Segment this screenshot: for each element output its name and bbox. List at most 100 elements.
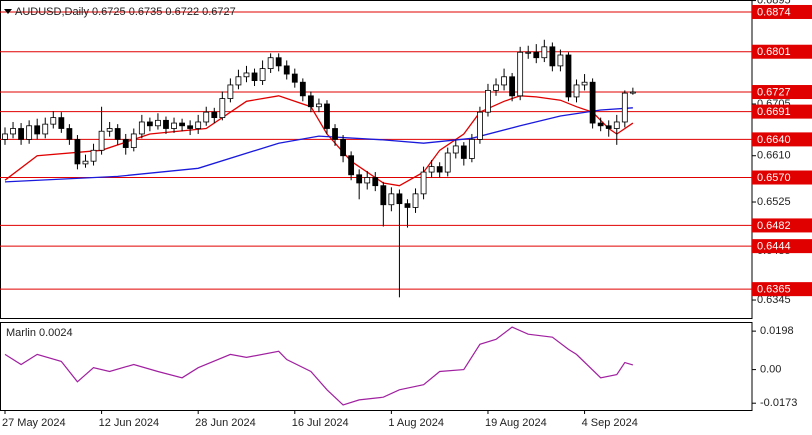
candle-body bbox=[74, 138, 81, 165]
candle-body bbox=[372, 177, 379, 187]
level-label: 0.6570 bbox=[757, 172, 791, 184]
candle-body bbox=[340, 138, 346, 157]
level-label: 0.6801 bbox=[757, 46, 791, 58]
candle-body bbox=[98, 130, 105, 151]
title-arrow bbox=[4, 9, 12, 14]
level-label-box bbox=[752, 282, 812, 297]
candle-body bbox=[10, 128, 16, 135]
candle-body bbox=[557, 54, 564, 67]
candle-body bbox=[227, 84, 234, 99]
candle-body bbox=[203, 111, 210, 123]
candle-body bbox=[533, 51, 540, 59]
candle-body bbox=[155, 119, 161, 127]
candle-body bbox=[428, 166, 435, 173]
candle-body bbox=[122, 138, 129, 148]
candle-body bbox=[348, 155, 355, 176]
candle-body bbox=[541, 46, 548, 59]
oscillator-line bbox=[4, 326, 634, 406]
candle-body bbox=[146, 121, 153, 127]
candle-body bbox=[219, 98, 226, 119]
candle-body bbox=[235, 76, 242, 86]
level-label-box bbox=[752, 104, 812, 119]
candle-body bbox=[171, 122, 177, 129]
level-label: 0.6691 bbox=[757, 106, 791, 118]
level-label: 0.6640 bbox=[757, 134, 791, 146]
level-label: 0.6482 bbox=[757, 220, 791, 232]
candle-body bbox=[90, 149, 97, 162]
oscillator-panel-frame bbox=[0, 322, 753, 411]
main-panel-frame bbox=[0, 0, 753, 319]
candle-body bbox=[597, 122, 604, 127]
candle-body bbox=[460, 145, 467, 159]
level-label-box bbox=[752, 4, 812, 19]
candle-body bbox=[179, 122, 185, 127]
candle-body bbox=[82, 160, 89, 165]
candle-body bbox=[364, 177, 371, 184]
candle-body bbox=[291, 73, 298, 83]
oscillator-title: Marlin 0.0024 bbox=[6, 327, 73, 339]
x-tick-label: 27 May 2024 bbox=[2, 417, 66, 429]
candle-body bbox=[501, 76, 507, 86]
candle-body bbox=[485, 89, 491, 113]
candle-body bbox=[412, 193, 419, 208]
candle-body bbox=[42, 123, 49, 135]
x-tick-label: 28 Jun 2024 bbox=[195, 417, 256, 429]
candle-body bbox=[259, 68, 266, 81]
candle-body bbox=[581, 81, 588, 86]
candle-body bbox=[130, 133, 137, 148]
level-label-box bbox=[752, 239, 812, 254]
candle-body bbox=[605, 125, 612, 129]
candle-body bbox=[629, 91, 636, 94]
candle-body bbox=[66, 128, 73, 140]
candle-body bbox=[2, 133, 8, 140]
candle-body bbox=[388, 193, 395, 206]
x-tick-label: 12 Jun 2024 bbox=[99, 417, 160, 429]
level-label: 0.6727 bbox=[757, 86, 791, 98]
candle-body bbox=[138, 121, 145, 135]
candle-body bbox=[211, 111, 218, 119]
level-label-box bbox=[752, 218, 812, 233]
candle-body bbox=[589, 81, 596, 124]
candle-body bbox=[396, 193, 403, 205]
level-label-box bbox=[752, 170, 812, 185]
candle-body bbox=[267, 57, 274, 70]
candle-body bbox=[404, 203, 411, 208]
candle-body bbox=[332, 128, 338, 140]
candle-body bbox=[613, 121, 620, 129]
candle-body bbox=[299, 81, 306, 97]
x-tick-label: 19 Aug 2024 bbox=[485, 417, 547, 429]
candle-body bbox=[436, 166, 443, 173]
candle-body bbox=[468, 138, 475, 159]
y-tick-label: 0.6345 bbox=[757, 294, 791, 306]
candle-body bbox=[316, 103, 322, 108]
chart-title: AUDUSD,Daily 0.6725 0.6735 0.6722 0.6727 bbox=[15, 6, 236, 18]
candle-body bbox=[195, 121, 202, 129]
candle-body bbox=[18, 128, 24, 140]
candle-body bbox=[549, 46, 556, 67]
candle-body bbox=[452, 145, 459, 154]
candle-body bbox=[243, 72, 250, 78]
candle-body bbox=[573, 84, 580, 98]
level-label-box bbox=[752, 132, 812, 147]
candle-body bbox=[50, 117, 57, 125]
x-tick-label: 16 Jul 2024 bbox=[292, 417, 349, 429]
candle-body bbox=[420, 171, 427, 195]
y-tick-label: 0.6895 bbox=[757, 0, 791, 6]
candle-body bbox=[493, 84, 499, 91]
candle-body bbox=[444, 152, 451, 173]
candle-body bbox=[58, 117, 65, 129]
y-tick-label: 0.0198 bbox=[760, 325, 794, 337]
x-tick-label: 4 Sep 2024 bbox=[582, 417, 638, 429]
candle-body bbox=[307, 95, 314, 108]
candle-body bbox=[509, 76, 516, 97]
candle-body bbox=[525, 51, 532, 54]
candle-body bbox=[517, 51, 524, 97]
candle-body bbox=[356, 174, 363, 184]
candle-body bbox=[621, 92, 628, 123]
moving-average bbox=[4, 107, 633, 183]
y-tick-label: 0.6525 bbox=[757, 196, 791, 208]
candle-body bbox=[163, 119, 169, 129]
candle-body bbox=[26, 125, 33, 140]
candle-body bbox=[106, 128, 113, 132]
